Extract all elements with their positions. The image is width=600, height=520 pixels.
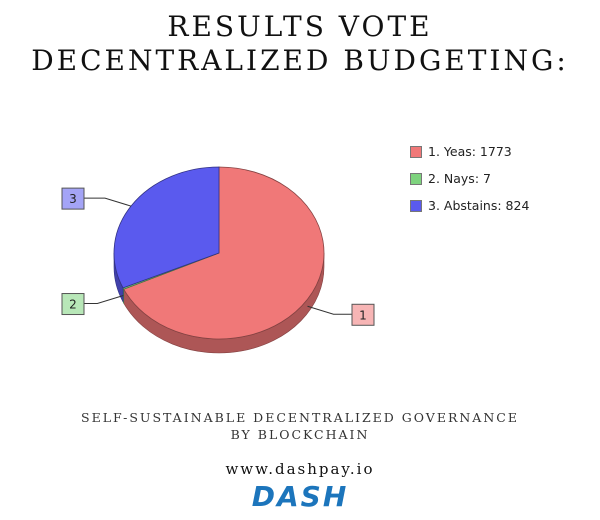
callout-line-2 [84,295,124,305]
callout-label-2: 2 [69,298,77,312]
callout-line-3 [84,197,132,207]
chart-title-line2: DECENTRALIZED BUDGETING: [31,44,569,77]
callout-box-3 [61,187,85,210]
footer-tagline-line1: SELF-SUSTAINABLE DECENTRALIZED GOVERNANC… [81,410,519,425]
legend-swatch-abstains [410,199,422,212]
callout-label-1: 1 [359,308,367,322]
website-url: www.dashpay.io [225,460,375,478]
dash-logo: DASH [251,480,349,513]
callout-box-1 [351,303,375,326]
pie-slice-3 [113,166,220,289]
legend-swatch-nays [410,172,422,185]
callout-line-1 [307,305,352,315]
pie-chart: 1 2 3 [61,166,375,354]
chart-title-line1: RESULTS VOTE [167,10,433,43]
legend-item-nays: 2. Nays: 7 [410,165,529,192]
legend-swatch-yeas [410,145,422,158]
legend-label-abstains: 3. Abstains: 824 [428,198,530,213]
legend-item-abstains: 3. Abstains: 824 [410,192,529,219]
callout-box-2 [61,293,85,316]
chart-legend: 1. Yeas: 1773 2. Nays: 7 3. Abstains: 82… [410,138,529,219]
pie-slice-1 [123,166,325,340]
footer-tagline-line2: BY BLOCKCHAIN [230,427,370,442]
legend-item-yeas: 1. Yeas: 1773 [410,138,529,165]
legend-label-yeas: 1. Yeas: 1773 [428,144,512,159]
legend-label-nays: 2. Nays: 7 [428,171,491,186]
callout-label-3: 3 [69,192,77,206]
